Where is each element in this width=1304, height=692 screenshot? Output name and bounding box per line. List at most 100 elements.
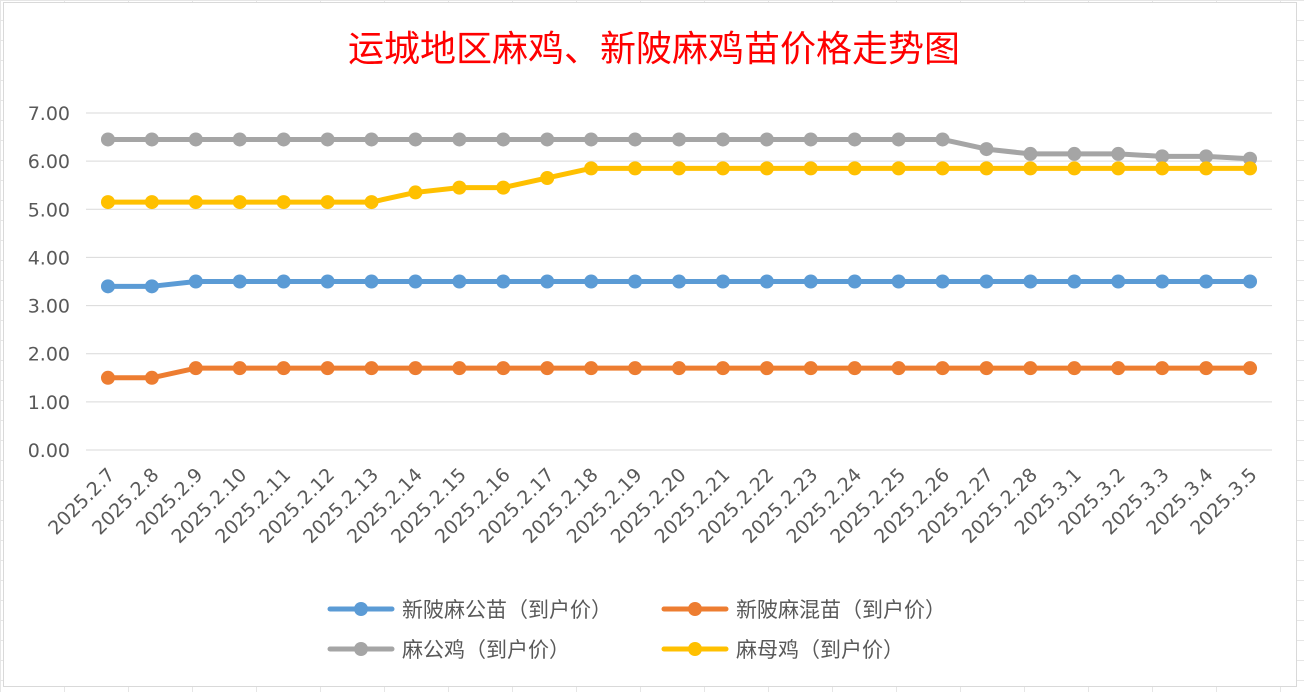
data-point[interactable]: [847, 132, 862, 147]
data-point[interactable]: [584, 361, 599, 376]
data-point[interactable]: [584, 132, 599, 147]
data-point[interactable]: [188, 132, 203, 147]
data-point[interactable]: [803, 361, 818, 376]
data-point[interactable]: [100, 370, 115, 385]
data-point[interactable]: [232, 274, 247, 289]
data-point[interactable]: [1199, 361, 1214, 376]
data-point[interactable]: [408, 274, 423, 289]
data-point[interactable]: [891, 274, 906, 289]
data-point[interactable]: [452, 361, 467, 376]
data-point[interactable]: [320, 195, 335, 210]
data-point[interactable]: [847, 161, 862, 176]
data-point[interactable]: [803, 161, 818, 176]
data-point[interactable]: [759, 361, 774, 376]
data-point[interactable]: [100, 279, 115, 294]
data-point[interactable]: [1243, 161, 1258, 176]
data-point[interactable]: [628, 161, 643, 176]
data-point[interactable]: [1111, 361, 1126, 376]
data-point[interactable]: [715, 274, 730, 289]
legend-item[interactable]: 新陂麻混苗（到户价）: [661, 598, 946, 622]
data-point[interactable]: [496, 180, 511, 195]
data-point[interactable]: [891, 161, 906, 176]
legend-item[interactable]: 麻母鸡（到户价）: [661, 638, 904, 662]
data-point[interactable]: [188, 195, 203, 210]
data-point[interactable]: [672, 132, 686, 147]
data-point[interactable]: [408, 185, 423, 200]
data-point[interactable]: [408, 361, 423, 376]
data-point[interactable]: [1067, 146, 1082, 161]
data-point[interactable]: [584, 274, 599, 289]
data-point[interactable]: [276, 361, 291, 376]
data-point[interactable]: [891, 132, 906, 147]
data-point[interactable]: [144, 370, 159, 385]
data-point[interactable]: [891, 361, 906, 376]
data-point[interactable]: [1023, 361, 1038, 376]
data-point[interactable]: [320, 361, 335, 376]
data-point[interactable]: [935, 361, 950, 376]
data-point[interactable]: [276, 274, 291, 289]
data-point[interactable]: [540, 274, 555, 289]
data-point[interactable]: [628, 132, 643, 147]
data-point[interactable]: [1243, 151, 1258, 166]
data-point[interactable]: [364, 195, 379, 210]
data-point[interactable]: [803, 132, 818, 147]
legend-item[interactable]: 新陂麻公苗（到户价）: [327, 598, 612, 622]
data-point[interactable]: [1199, 274, 1214, 289]
data-point[interactable]: [320, 274, 335, 289]
data-point[interactable]: [847, 274, 862, 289]
data-point[interactable]: [935, 274, 950, 289]
legend-item[interactable]: 麻公鸡（到户价）: [327, 638, 570, 662]
data-point[interactable]: [803, 274, 818, 289]
data-point[interactable]: [979, 142, 994, 157]
data-point[interactable]: [1243, 274, 1258, 289]
data-point[interactable]: [672, 161, 686, 176]
data-point[interactable]: [188, 274, 203, 289]
data-point[interactable]: [276, 195, 291, 210]
data-point[interactable]: [144, 279, 159, 294]
data-point[interactable]: [496, 274, 511, 289]
data-point[interactable]: [759, 274, 774, 289]
data-point[interactable]: [1243, 361, 1258, 376]
data-point[interactable]: [715, 161, 730, 176]
data-point[interactable]: [628, 274, 643, 289]
data-point[interactable]: [144, 132, 159, 147]
data-point[interactable]: [100, 195, 115, 210]
data-point[interactable]: [540, 170, 555, 185]
data-point[interactable]: [496, 132, 511, 147]
data-point[interactable]: [452, 180, 467, 195]
data-point[interactable]: [715, 132, 730, 147]
data-point[interactable]: [1023, 146, 1038, 161]
data-point[interactable]: [100, 132, 115, 147]
data-point[interactable]: [584, 161, 599, 176]
data-point[interactable]: [1023, 274, 1038, 289]
data-point[interactable]: [1111, 146, 1126, 161]
data-point[interactable]: [540, 132, 555, 147]
data-point[interactable]: [979, 274, 994, 289]
data-point[interactable]: [1067, 274, 1082, 289]
data-point[interactable]: [1111, 274, 1126, 289]
data-point[interactable]: [1023, 161, 1038, 176]
data-point[interactable]: [188, 361, 203, 376]
data-point[interactable]: [1199, 161, 1214, 176]
data-point[interactable]: [1067, 161, 1082, 176]
data-point[interactable]: [496, 361, 511, 376]
data-point[interactable]: [1067, 361, 1082, 376]
data-point[interactable]: [364, 132, 379, 147]
data-point[interactable]: [1155, 161, 1170, 176]
data-point[interactable]: [408, 132, 423, 147]
data-point[interactable]: [452, 274, 467, 289]
data-point[interactable]: [364, 361, 379, 376]
data-point[interactable]: [1155, 149, 1170, 164]
data-point[interactable]: [144, 195, 159, 210]
data-point[interactable]: [276, 132, 291, 147]
data-point[interactable]: [759, 161, 774, 176]
data-point[interactable]: [847, 361, 862, 376]
data-point[interactable]: [935, 161, 950, 176]
data-point[interactable]: [232, 361, 247, 376]
data-point[interactable]: [1111, 161, 1126, 176]
data-point[interactable]: [452, 132, 467, 147]
data-point[interactable]: [1155, 274, 1170, 289]
data-point[interactable]: [364, 274, 379, 289]
data-point[interactable]: [715, 361, 730, 376]
data-point[interactable]: [1155, 361, 1170, 376]
